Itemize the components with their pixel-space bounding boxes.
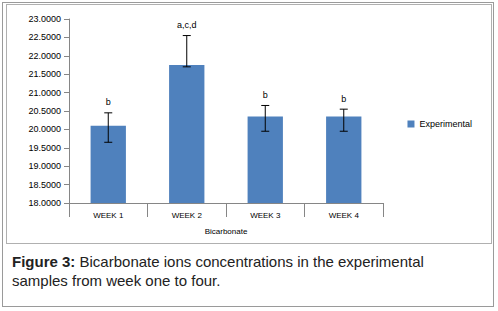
html-text:Figure 3: Bicarbonate ions con: Figure 3: Bicarbonate ions concentration… bbox=[12, 253, 424, 289]
svg-text:WEEK 4: WEEK 4 bbox=[329, 211, 360, 220]
svg-text:Experimental: Experimental bbox=[419, 119, 472, 129]
svg-text:23.0000: 23.0000 bbox=[28, 14, 61, 24]
svg-text:19.5000: 19.5000 bbox=[28, 143, 61, 153]
svg-text:22.5000: 22.5000 bbox=[28, 32, 61, 42]
svg-text:Bicarbonate: Bicarbonate bbox=[205, 227, 248, 236]
svg-text:a,c,d: a,c,d bbox=[177, 20, 197, 30]
svg-text:WEEK 3: WEEK 3 bbox=[250, 211, 281, 220]
svg-text:20.0000: 20.0000 bbox=[28, 124, 61, 134]
svg-text:WEEK 1: WEEK 1 bbox=[93, 211, 124, 220]
svg-text:22.0000: 22.0000 bbox=[28, 51, 61, 61]
svg-text:b: b bbox=[106, 97, 111, 107]
svg-text:19.0000: 19.0000 bbox=[28, 161, 61, 171]
svg-text:18.0000: 18.0000 bbox=[28, 198, 61, 208]
svg-text:21.0000: 21.0000 bbox=[28, 88, 61, 98]
svg-text:b: b bbox=[263, 90, 268, 100]
svg-text:21.5000: 21.5000 bbox=[28, 69, 61, 79]
svg-text:20.5000: 20.5000 bbox=[28, 106, 61, 116]
svg-text:b: b bbox=[341, 94, 346, 104]
svg-text:WEEK 2: WEEK 2 bbox=[172, 211, 203, 220]
svg-text:18.5000: 18.5000 bbox=[28, 180, 61, 190]
